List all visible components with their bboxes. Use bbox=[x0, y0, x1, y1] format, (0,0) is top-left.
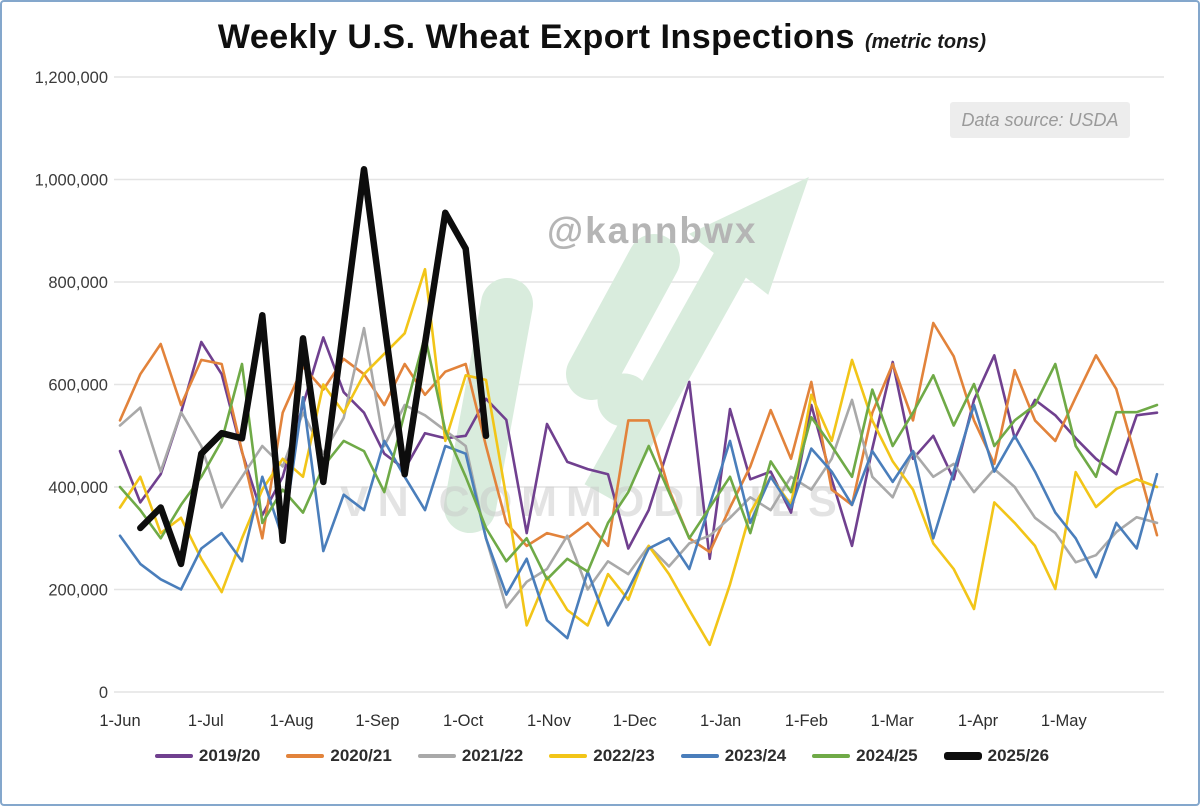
x-tick-label: 1-Jun bbox=[99, 712, 140, 730]
legend-swatch bbox=[680, 753, 719, 759]
legend-item-2019-20: 2019/20 bbox=[154, 746, 261, 766]
y-tick-label: 1,200,000 bbox=[35, 69, 108, 87]
y-tick-label: 800,000 bbox=[48, 274, 108, 292]
x-tick-label: 1-May bbox=[1041, 712, 1088, 730]
legend-item-2020-21: 2020/21 bbox=[286, 746, 392, 766]
y-tick-label: 400,000 bbox=[48, 479, 108, 497]
legend-label: 2024/25 bbox=[856, 746, 918, 765]
legend-item-2021-22: 2021/22 bbox=[417, 746, 524, 766]
legend-label: 2020/21 bbox=[330, 746, 392, 765]
x-tick-label: 1-Aug bbox=[270, 712, 314, 730]
legend-label: 2019/20 bbox=[198, 746, 261, 765]
legend-label: 2022/23 bbox=[593, 746, 655, 765]
chart-legend: 2019/20 2020/21 2021/22 2022/23 2023/24 2024/… bbox=[2, 746, 1198, 766]
y-tick-label: 200,000 bbox=[48, 582, 108, 600]
x-tick-label: 1-Sep bbox=[355, 712, 399, 730]
legend-label: 2021/22 bbox=[461, 746, 524, 765]
x-tick-label: 1-Oct bbox=[443, 712, 484, 730]
x-tick-label: 1-Nov bbox=[527, 712, 572, 730]
legend-swatch bbox=[417, 753, 456, 759]
legend-swatch bbox=[943, 752, 982, 760]
x-tick-label: 1-Jan bbox=[700, 712, 741, 730]
legend-label: 2025/26 bbox=[987, 746, 1050, 765]
legend-swatch bbox=[549, 753, 588, 759]
y-tick-label: 1,000,000 bbox=[35, 172, 108, 190]
x-tick-label: 1-Apr bbox=[958, 712, 999, 730]
legend-swatch bbox=[286, 753, 325, 759]
legend-item-2025-26: 2025/26 bbox=[943, 746, 1050, 766]
x-tick-label: 1-Feb bbox=[785, 712, 828, 730]
legend-item-2024-25: 2024/25 bbox=[812, 746, 918, 766]
legend-swatch bbox=[812, 753, 851, 759]
legend-swatch bbox=[154, 753, 193, 759]
x-tick-label: 1-Jul bbox=[188, 712, 224, 730]
legend-item-2022-23: 2022/23 bbox=[549, 746, 655, 766]
x-tick-label: 1-Mar bbox=[871, 712, 915, 730]
x-tick-label: 1-Dec bbox=[613, 712, 657, 730]
series-line-2025-26 bbox=[137, 166, 490, 568]
legend-item-2023-24: 2023/24 bbox=[680, 746, 787, 766]
legend-label: 2023/24 bbox=[724, 746, 787, 765]
y-tick-label: 0 bbox=[99, 684, 108, 702]
y-tick-label: 600,000 bbox=[48, 377, 108, 395]
